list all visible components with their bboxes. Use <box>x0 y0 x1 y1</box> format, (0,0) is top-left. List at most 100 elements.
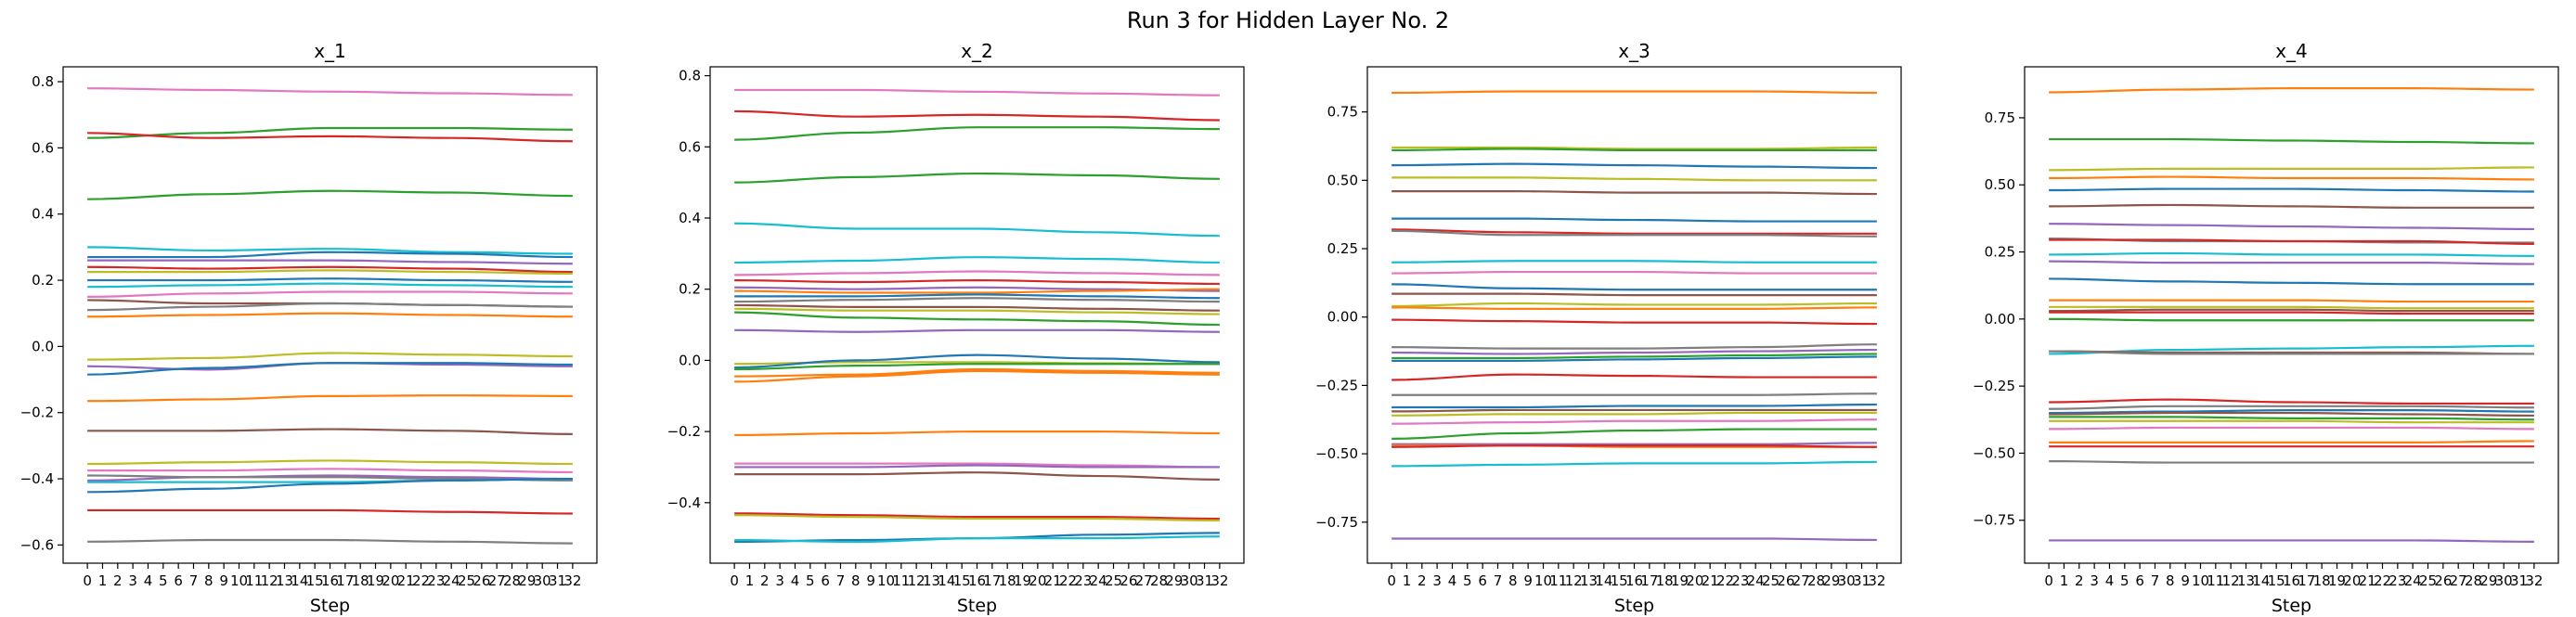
series-line-23 <box>87 474 573 482</box>
x-tick-label: 4 <box>1448 572 1457 589</box>
x-tick-label: 1 <box>1403 572 1412 589</box>
series-line-19 <box>1392 353 1877 360</box>
subplot-title: x_4 <box>2275 40 2308 62</box>
x-tick-label: 10 <box>230 572 248 589</box>
series-line-29 <box>734 535 1220 544</box>
x-tick-label: 25 <box>1762 572 1780 589</box>
x-tick-label: 26 <box>1120 572 1137 589</box>
series-group <box>2049 87 2534 543</box>
series-line-27 <box>87 508 573 515</box>
series-line-11 <box>2049 260 2534 265</box>
series-line-6 <box>734 256 1220 264</box>
series-line-14 <box>1392 302 1877 308</box>
y-tick-label: 0.8 <box>32 73 54 90</box>
series-line-23 <box>1392 403 1877 409</box>
x-tick-label: 7 <box>836 572 846 589</box>
x-tick-label: 29 <box>2479 572 2497 589</box>
series-line-16 <box>2049 311 2534 315</box>
series-line-13 <box>2049 299 2534 303</box>
x-tick-label: 29 <box>518 572 536 589</box>
x-tick-label: 20 <box>1029 572 1046 589</box>
x-tick-label: 17 <box>1640 572 1658 589</box>
axes-frame <box>1366 66 1902 564</box>
x-tick-label: 17 <box>336 572 354 589</box>
series-line-11 <box>87 282 573 289</box>
x-tick-label: 24 <box>2404 572 2422 589</box>
x-tick-label: 31 <box>1196 572 1213 589</box>
x-tick-label: 13 <box>1580 572 1598 589</box>
x-tick-label: 18 <box>2313 572 2331 589</box>
x-tick-label: 6 <box>1478 572 1487 589</box>
subplot-title: x_3 <box>1618 40 1650 62</box>
y-axis: −0.4 −0.2 0.0 0.2 0.4 0.6 0.8 <box>667 68 710 511</box>
y-tick-label: 0.4 <box>32 206 54 223</box>
x-tick-label: 6 <box>821 572 830 589</box>
x-tick-label: 18 <box>352 572 369 589</box>
series-line-15 <box>2049 308 2534 313</box>
series-line-1 <box>2049 87 2534 94</box>
x-tick-label: 8 <box>2166 572 2175 589</box>
y-tick-label: 0.25 <box>1327 240 1358 257</box>
x-tick-label: 20 <box>1686 572 1703 589</box>
x-tick-label: 15 <box>306 572 324 589</box>
series-line-20 <box>87 428 573 435</box>
x-tick-label: 31 <box>549 572 566 589</box>
x-tick-label: 0 <box>83 572 92 589</box>
y-tick-label: 0.6 <box>679 138 701 155</box>
x-tick-label: 2 <box>113 572 123 589</box>
series-line-27 <box>2049 426 2534 431</box>
x-tick-label: 19 <box>1014 572 1031 589</box>
series-line-31 <box>2049 539 2534 543</box>
series-line-1 <box>87 87 573 96</box>
x-tick-label: 21 <box>1044 572 1062 589</box>
series-line-7 <box>734 270 1220 276</box>
x-tick-label: 12 <box>1565 572 1583 589</box>
series-line-24 <box>2049 411 2534 418</box>
x-axis-label: Step <box>2272 596 2311 616</box>
subplot-title: x_2 <box>961 40 993 62</box>
x-tick-label: 30 <box>1838 572 1856 589</box>
y-tick-label: 0.6 <box>32 139 54 156</box>
series-line-1 <box>734 88 1220 96</box>
y-tick-label: 0.75 <box>1985 109 2015 126</box>
series-line-5 <box>2049 187 2534 193</box>
series-line-19 <box>734 363 1220 371</box>
x-tick-label: 7 <box>189 572 199 589</box>
series-line-22 <box>734 431 1220 437</box>
x-tick-label: 2 <box>760 572 770 589</box>
x-tick-label: 4 <box>144 572 153 589</box>
series-line-13 <box>1392 292 1877 297</box>
series-line-3 <box>87 132 573 143</box>
series-line-7 <box>1392 217 1877 223</box>
subplot-2: 0 1 2 3 4 5 6 7 8 9 101112131415161718192021222324… <box>667 40 1245 616</box>
x-axis: 0 1 2 3 4 5 6 7 8 9 101112131415161718192021222324… <box>83 563 581 589</box>
y-axis: −0.75 −0.50 −0.25 0.00 0.25 0.50 0.75 <box>1973 109 2025 529</box>
series-line-20 <box>734 367 1220 378</box>
series-line-21 <box>2049 398 2534 405</box>
x-tick-label: 7 <box>1494 572 1503 589</box>
series-line-10 <box>2049 251 2534 257</box>
x-tick-label: 20 <box>382 572 399 589</box>
x-tick-label: 14 <box>291 572 308 589</box>
series-line-25 <box>2049 416 2534 421</box>
x-axis: 0 1 2 3 4 5 6 7 8 9 101112131415161718192021222324… <box>2044 563 2543 589</box>
x-tick-label: 3 <box>2090 572 2099 589</box>
x-tick-label: 10 <box>2192 572 2209 589</box>
series-line-11 <box>734 293 1220 300</box>
x-axis: 0 1 2 3 4 5 6 7 8 9 101112131415161718192021222324… <box>1387 563 1885 589</box>
x-tick-label: 1 <box>745 572 755 589</box>
x-tick-label: 24 <box>443 572 460 589</box>
x-tick-label: 16 <box>321 572 339 589</box>
series-line-9 <box>2049 238 2534 245</box>
y-tick-label: 0.00 <box>1985 311 2015 328</box>
series-line-3 <box>2049 166 2534 172</box>
x-tick-label: 19 <box>1671 572 1689 589</box>
y-tick-label: −0.2 <box>667 423 701 440</box>
x-tick-label: 16 <box>1625 572 1643 589</box>
y-tick-label: 0.0 <box>679 352 701 368</box>
series-line-26 <box>2049 419 2534 424</box>
x-tick-label: 28 <box>503 572 521 589</box>
series-line-24 <box>734 471 1220 481</box>
x-tick-label: 3 <box>128 572 137 589</box>
